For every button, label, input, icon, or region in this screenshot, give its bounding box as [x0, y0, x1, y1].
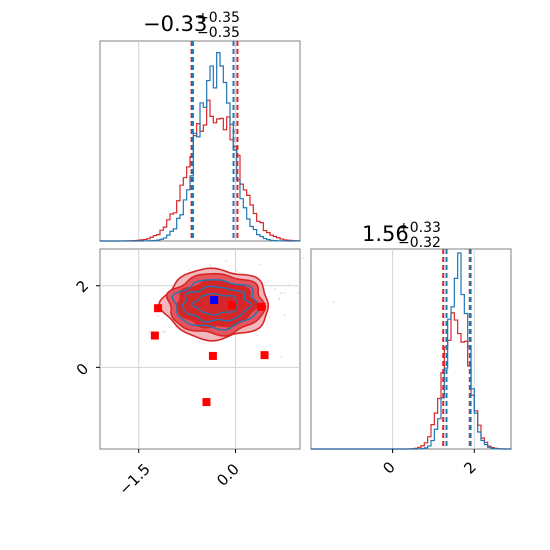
histogram-param1-panel — [310, 248, 512, 453]
y-tick-label-param1: 0 — [73, 360, 92, 379]
density-sample-point — [209, 264, 212, 267]
histogram-param0-frame — [99, 40, 301, 242]
title-param0-minus: −0.35 — [197, 25, 240, 41]
density-sample-point — [236, 269, 239, 272]
density-sample-point — [156, 314, 159, 317]
red-square-marker — [150, 331, 159, 340]
density-sample-point — [161, 317, 164, 320]
x-tick-label-param1: 2 — [460, 458, 479, 477]
density-sample-point — [202, 342, 205, 345]
red-square-marker — [257, 302, 266, 311]
red-square-marker — [228, 301, 237, 310]
density-sample-point — [332, 300, 335, 303]
density-sample-point — [162, 330, 165, 333]
x-tick-labels-param1: 0 2 — [379, 458, 479, 477]
red-square-marker — [208, 351, 217, 360]
red-square-marker — [154, 304, 163, 313]
density-sample-point — [163, 331, 166, 334]
title-param1-plus: +0.33 — [398, 220, 441, 236]
x-tick-label-param0: −1.5 — [115, 460, 153, 498]
histogram-param0-blue — [100, 52, 301, 242]
joint-density-frame — [99, 248, 301, 450]
y-tick-label-param1: 2 — [73, 277, 92, 296]
x-tick-label-param0: 0.0 — [213, 460, 243, 490]
density-sample-point — [174, 326, 177, 329]
density-sample-point — [258, 263, 261, 266]
density-sample-point — [225, 260, 228, 263]
histogram-param1-red — [311, 312, 512, 450]
x-tick-label-param1: 0 — [379, 458, 398, 477]
title-param1-value: 1.56 — [362, 222, 409, 246]
blue-square-marker — [210, 296, 219, 305]
red-square-marker — [260, 351, 269, 360]
title-param0: −0.33 +0.35 −0.35 — [143, 10, 240, 41]
title-param0-plus: +0.35 — [197, 10, 240, 26]
density-sample-point — [148, 330, 151, 333]
histogram-param1-blue — [311, 252, 512, 450]
density-sample-point — [273, 287, 276, 290]
density-sample-point — [283, 291, 286, 294]
density-sample-point — [280, 355, 283, 358]
density-sample-point — [278, 298, 281, 301]
histogram-param0-panel — [99, 40, 301, 242]
density-sample-point — [302, 257, 305, 260]
density-sample-point — [256, 334, 259, 337]
contour-blue-outer — [171, 278, 261, 331]
x-tick-labels-param0: −1.5 0.0 — [115, 460, 242, 498]
y-tick-labels-param1: 0 2 — [73, 277, 92, 379]
histogram-param1-frame — [310, 248, 512, 450]
density-sample-point — [264, 281, 267, 284]
contour-blue-inner — [181, 285, 253, 323]
joint-density-panel — [96, 248, 335, 453]
title-param1-minus: −0.32 — [398, 235, 441, 251]
density-sample-point — [287, 284, 290, 287]
density-sample-point — [283, 314, 286, 317]
contour-blue-core — [190, 293, 239, 316]
density-sample-point — [268, 316, 271, 319]
title-param1: 1.56 +0.33 −0.32 — [362, 220, 441, 251]
title-param0-value: −0.33 — [143, 12, 207, 36]
red-square-marker — [202, 398, 211, 407]
density-sample-point — [279, 292, 282, 295]
density-sample-point — [297, 291, 300, 294]
density-sample-point — [188, 268, 191, 271]
